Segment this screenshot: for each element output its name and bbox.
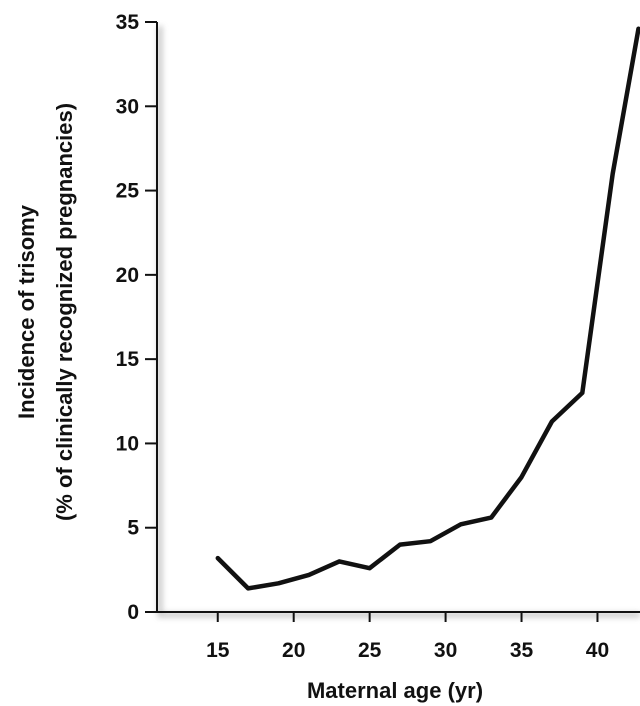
series: [215, 26, 640, 591]
y-tick-label: 5: [127, 517, 139, 540]
y-tick-label: 15: [116, 348, 140, 371]
data-point: [520, 475, 523, 479]
x-tick-label: 25: [358, 639, 382, 662]
data-point: [580, 391, 584, 395]
y-tick-label: 35: [116, 11, 140, 34]
data-point: [216, 556, 220, 560]
x-tick-label: 35: [510, 639, 534, 662]
data-point: [428, 539, 432, 543]
x-axis-title: Maternal age (yr): [307, 678, 483, 703]
data-point: [459, 522, 463, 526]
y-axis-title-line-2: (% of clinically recognized pregnancies): [52, 103, 77, 521]
y-axis-title-line-1: Incidence of trisomy: [14, 204, 39, 419]
x-tick-label: 20: [282, 639, 305, 662]
data-point: [637, 27, 640, 31]
x-tick-label: 30: [434, 639, 457, 662]
data-point: [398, 543, 402, 547]
ticks: 0 5 10 15 20 25 30 35 15 20 25 30 35 40: [116, 11, 610, 662]
series-line: [215, 26, 640, 591]
data-point: [611, 172, 615, 176]
x-tick-label: 15: [206, 639, 230, 662]
y-tick-label: 0: [127, 601, 139, 624]
data-point: [277, 581, 280, 585]
y-tick-label: 30: [116, 95, 139, 118]
data-point: [337, 559, 341, 563]
y-tick-label: 25: [116, 180, 140, 203]
y-tick-label: 10: [116, 432, 139, 455]
data-point: [489, 516, 493, 520]
axis-shadow: [157, 26, 640, 618]
data-point: [550, 420, 554, 423]
data-point: [307, 573, 311, 577]
data-point: [246, 586, 250, 590]
x-tick-label: 40: [586, 639, 609, 662]
y-tick-label: 20: [116, 264, 139, 287]
data-point: [368, 566, 372, 570]
axes: [156, 22, 640, 613]
